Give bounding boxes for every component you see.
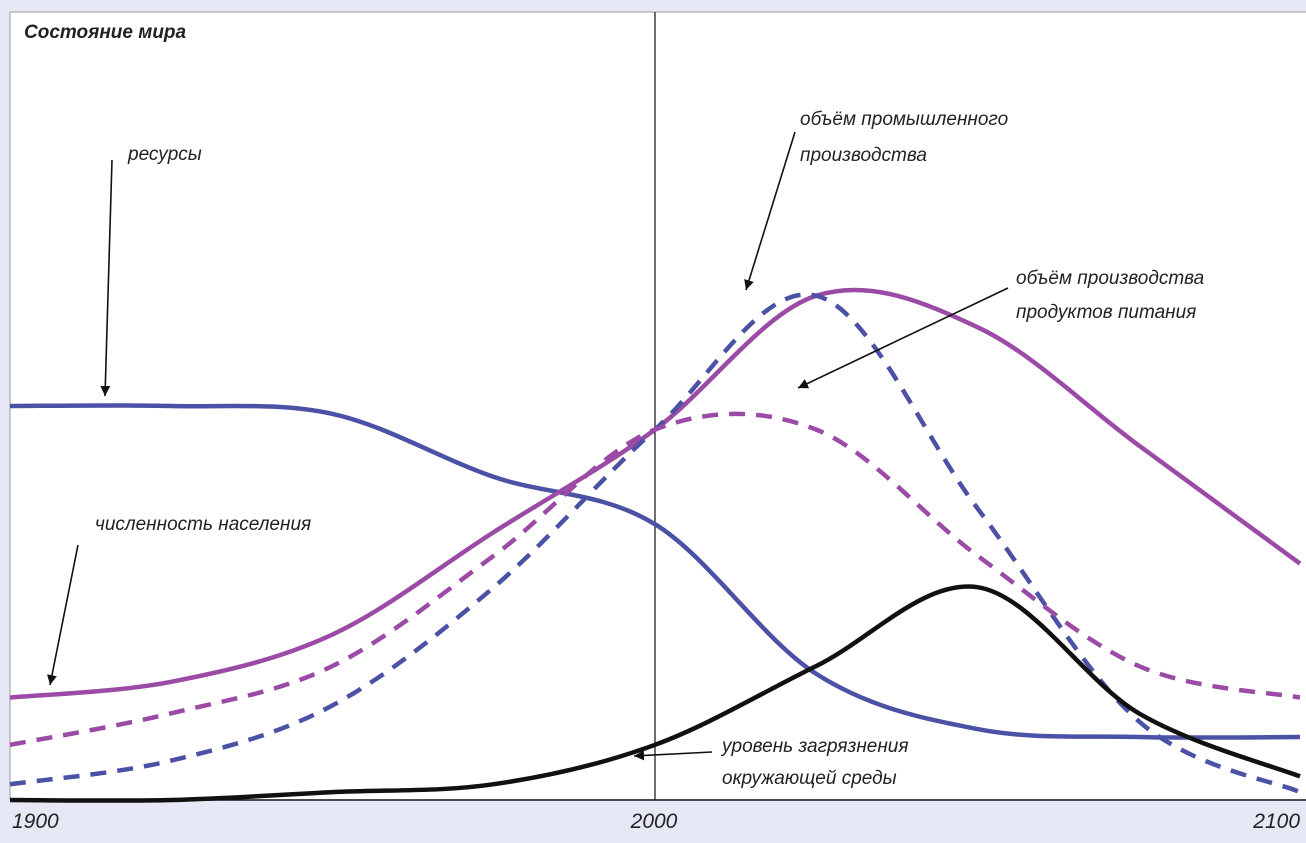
arrow-population	[47, 544, 79, 686]
annotation-industry-line2: производства	[800, 145, 927, 166]
arrow-industry	[744, 131, 796, 291]
series-line-4	[9, 584, 1301, 803]
arrow-pollution	[633, 750, 713, 761]
annotation-pollution-line1: уровень загрязнения	[720, 736, 909, 757]
annotation-population: численность населения	[95, 514, 311, 535]
series-line-2	[9, 292, 1301, 795]
x-tick-1900: 1900	[12, 810, 59, 833]
series-line-3	[9, 411, 1301, 748]
annotation-resources: ресурсы	[127, 144, 202, 165]
x-tick-2100: 2100	[1252, 810, 1300, 833]
annotation-food-line1: объём производства	[1016, 268, 1204, 289]
arrow-food	[797, 287, 1009, 389]
series-line-0	[9, 403, 1301, 740]
series-line-1	[9, 287, 1302, 700]
chart-title: Состояние мира	[24, 22, 187, 43]
x-tick-2000: 2000	[630, 810, 678, 833]
series-layer	[9, 287, 1302, 803]
annotation-pollution-line2: окружающей среды	[722, 768, 897, 789]
annotation-industry-line1: объём промышленного	[800, 109, 1008, 130]
annotation-food-line2: продуктов питания	[1016, 302, 1196, 323]
arrow-resources	[100, 159, 113, 397]
